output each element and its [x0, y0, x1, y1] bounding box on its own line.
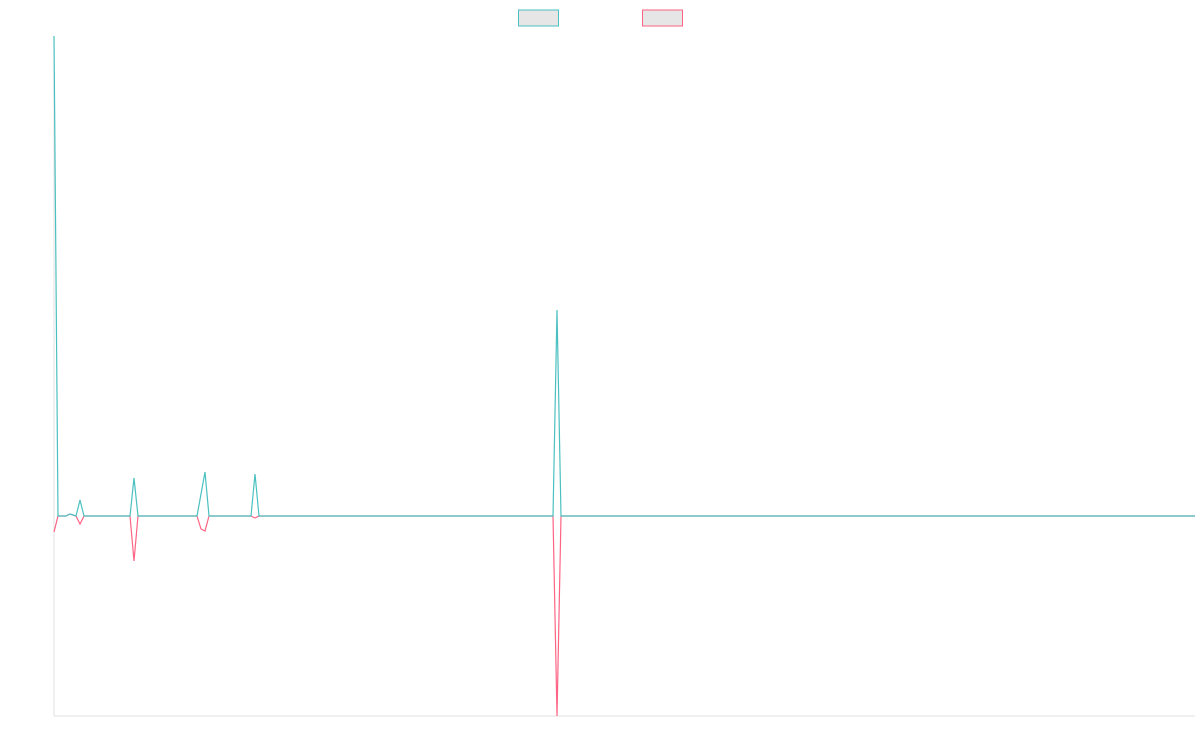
- series-line: [53, 35, 1195, 517]
- series-line: [53, 513, 1195, 717]
- legend-swatch[interactable]: [642, 9, 683, 27]
- legend-swatch[interactable]: [518, 9, 559, 27]
